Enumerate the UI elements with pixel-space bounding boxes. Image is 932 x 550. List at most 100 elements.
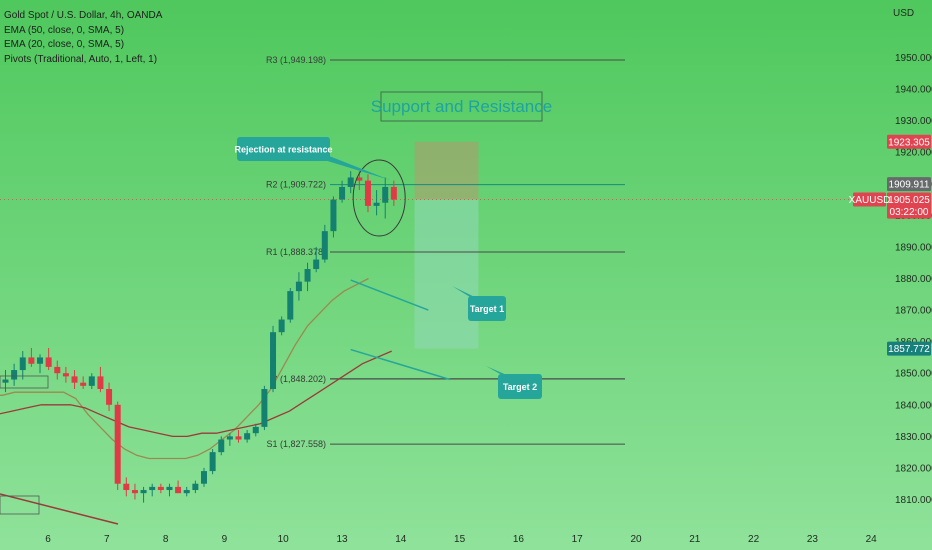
- candle-down: [62, 373, 69, 377]
- candle-up: [313, 259, 320, 270]
- candle-down: [28, 357, 35, 364]
- x-tick-label: 24: [866, 534, 878, 545]
- candle-down: [54, 366, 61, 374]
- candle-up: [252, 426, 259, 434]
- candle-up: [192, 483, 199, 491]
- y-tick-label: 1880.000: [895, 274, 932, 285]
- y-tick-label: 1890.000: [895, 242, 932, 253]
- candle-up: [2, 379, 9, 383]
- candle-up: [218, 439, 225, 453]
- candle-up: [330, 199, 337, 232]
- x-tick-label: 22: [748, 534, 760, 545]
- y-tick-label: 1930.000: [895, 116, 932, 127]
- x-tick-label: 23: [807, 534, 819, 545]
- x-tick-label: 21: [689, 534, 701, 545]
- symbol-tag: [853, 192, 886, 207]
- candle-down: [175, 486, 182, 494]
- rejection-callout-pointer: [288, 149, 390, 180]
- candle-down: [123, 483, 130, 491]
- candle-down: [106, 389, 113, 405]
- candle-up: [261, 389, 268, 427]
- legend-pivots: Pivots (Traditional, Auto, 1, Left, 1): [4, 54, 157, 65]
- price-tag-label: 1909.911: [889, 180, 930, 191]
- candle-down: [80, 382, 87, 386]
- candle-up: [278, 319, 285, 333]
- price-tag: [887, 134, 931, 149]
- candle-up: [149, 486, 156, 491]
- price-tag-label: 1923.305: [888, 137, 930, 148]
- candle-down: [131, 490, 138, 494]
- y-tick-label: 1810.000: [895, 495, 932, 506]
- candle-up: [88, 376, 95, 386]
- x-tick-label: 15: [454, 534, 466, 545]
- candle-up: [183, 490, 190, 494]
- pivot-label: R3 (1,949.198): [266, 55, 326, 65]
- candle-up: [347, 177, 354, 187]
- ema50-line: [0, 350, 392, 438]
- candle-up: [37, 357, 44, 364]
- candle-up: [295, 281, 302, 292]
- y-tick-label: 1830.000: [895, 432, 932, 443]
- price-tag-label: 1857.772: [888, 344, 930, 355]
- candle-up: [304, 269, 311, 282]
- price-tag: [887, 341, 931, 356]
- currency-label: USD: [893, 8, 914, 19]
- candle-down: [71, 376, 78, 383]
- candle-down: [45, 357, 52, 367]
- legend-title: Gold Spot / U.S. Dollar, 4h, OANDA: [4, 10, 163, 21]
- pivot-label: R1 (1,888.378): [266, 247, 326, 257]
- candle-down: [235, 436, 242, 440]
- rejection-callout-label: Rejection at resistance: [234, 145, 332, 155]
- chart-title: Support and Resistance: [371, 97, 552, 116]
- candle-up: [140, 490, 147, 494]
- price-tag: [887, 192, 931, 207]
- y-tick-label: 1820.000: [895, 463, 932, 474]
- pivot-label: S1 (1,827.558): [266, 439, 326, 449]
- price-tag: [887, 204, 931, 219]
- legend-ema20: EMA (20, close, 0, SMA, 5): [4, 39, 124, 50]
- legend: Gold Spot / U.S. Dollar, 4h, OANDA EMA (…: [4, 10, 163, 65]
- candle-up: [287, 291, 294, 320]
- target2-callout-box: [498, 374, 542, 399]
- title-box: [380, 91, 543, 122]
- x-tick-label: 16: [513, 534, 525, 545]
- symbol-tag-label: XAUUSD: [849, 195, 891, 206]
- candle-up: [200, 471, 207, 484]
- candle-down: [390, 186, 397, 200]
- target2-callout-label: Target 2: [503, 382, 537, 392]
- x-tick-label: 6: [45, 534, 51, 545]
- candle-up: [11, 370, 18, 380]
- y-tick-label: 1840.000: [895, 400, 932, 411]
- candle-up: [19, 357, 26, 371]
- resistance-circle: [352, 159, 406, 237]
- target-path: [350, 348, 451, 381]
- x-tick-label: 20: [630, 534, 642, 545]
- legend-ema50: EMA (50, close, 0, SMA, 5): [4, 25, 124, 36]
- target1-callout-box: [468, 296, 506, 321]
- ema20-line: [0, 277, 369, 460]
- pivot-label: R2 (1,909.722): [266, 180, 326, 190]
- x-tick-label: 17: [572, 534, 584, 545]
- target1-callout-label: Target 1: [470, 304, 504, 314]
- candle-up: [373, 202, 380, 206]
- x-tick-label: 9: [222, 534, 228, 545]
- candle-up: [209, 452, 216, 472]
- candle-up: [270, 332, 277, 389]
- y-tick-label: 1950.000: [895, 53, 932, 64]
- candle-down: [114, 404, 121, 484]
- price-tag: [887, 177, 931, 192]
- target-path: [350, 279, 429, 311]
- candle-down: [356, 177, 363, 181]
- range-box: [0, 495, 40, 515]
- x-tick-label: 14: [395, 534, 407, 545]
- candle-up: [226, 436, 233, 440]
- candle-down: [364, 180, 371, 206]
- y-tick-label: 1940.000: [895, 85, 932, 96]
- rejection-callout-box: [237, 137, 330, 161]
- price-tag-label: 03:22:00: [890, 207, 929, 218]
- candle-up: [166, 486, 173, 491]
- candle-up: [321, 231, 328, 260]
- pivot-label: P (1,848.202): [272, 374, 326, 384]
